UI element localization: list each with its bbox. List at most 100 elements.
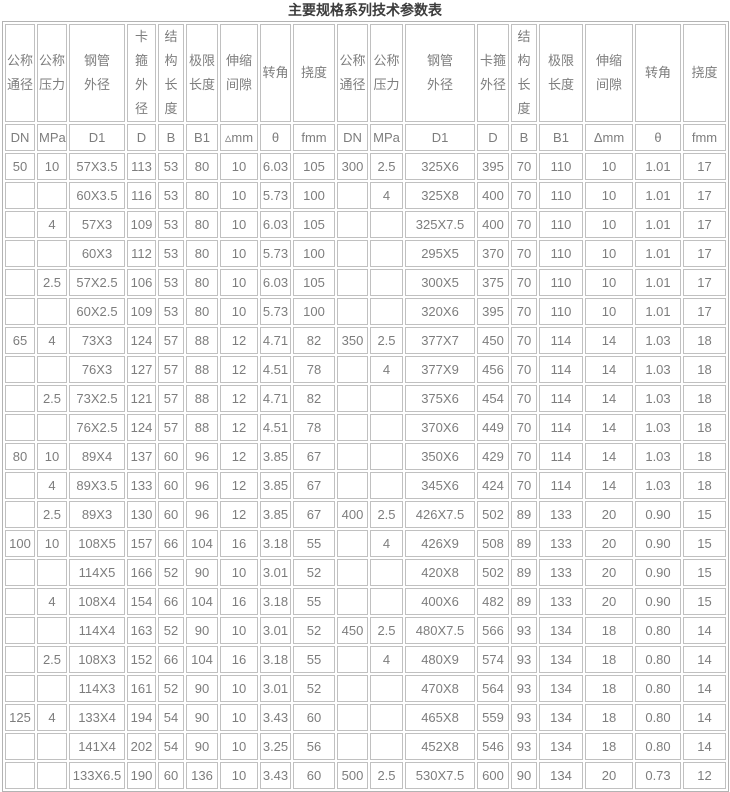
- table-cell: 3.85: [260, 443, 291, 470]
- table-cell: 400: [477, 182, 509, 209]
- table-cell: 104: [186, 646, 218, 673]
- table-cell: 4: [370, 646, 403, 673]
- table-cell: 127: [127, 356, 156, 383]
- table-cell: 2.5: [370, 762, 403, 789]
- table-cell: [370, 298, 403, 325]
- table-row: 4 57X3 109 53 80 10 6.03 105 325X7.5 400 70 110 10 1.…: [5, 211, 726, 238]
- table-cell: [337, 385, 368, 412]
- page-title: 主要规格系列技术参数表: [288, 2, 442, 18]
- table-row: 60X3 112 53 80 10 5.73 100 295X5 370 70 110 10 1.01 1…: [5, 240, 726, 267]
- table-cell: 110: [539, 211, 583, 238]
- table-cell: 88: [186, 327, 218, 354]
- table-cell: 70: [511, 472, 537, 499]
- table-cell: 53: [158, 211, 184, 238]
- table-cell: 82: [293, 385, 335, 412]
- table-row: 100 10 108X5 157 66 104 16 3.18 55 4 426X9 508 89 133…: [5, 530, 726, 557]
- table-cell: 96: [186, 501, 218, 528]
- table-cell: 456: [477, 356, 509, 383]
- table-cell: 12: [220, 414, 258, 441]
- table-cell: [37, 298, 67, 325]
- table-cell: 10: [220, 298, 258, 325]
- column-header-label: 极限 长度: [186, 24, 218, 122]
- table-cell: 12: [220, 327, 258, 354]
- table-cell: 73X2.5: [69, 385, 125, 412]
- table-cell: [337, 211, 368, 238]
- table-cell: 57: [158, 414, 184, 441]
- table-cell: 80: [5, 443, 35, 470]
- table-cell: 470X8: [405, 675, 475, 702]
- table-cell: 18: [585, 675, 633, 702]
- table-cell: 325X8: [405, 182, 475, 209]
- table-cell: 17: [683, 182, 726, 209]
- table-cell: 88: [186, 356, 218, 383]
- table-cell: 1.01: [635, 182, 681, 209]
- table-cell: 93: [511, 617, 537, 644]
- table-cell: 108X4: [69, 588, 125, 615]
- table-cell: 345X6: [405, 472, 475, 499]
- table-cell: 82: [293, 327, 335, 354]
- column-header-label: 伸缩 间隙: [220, 24, 258, 122]
- table-cell: 18: [683, 472, 726, 499]
- table-cell: 166: [127, 559, 156, 586]
- table-cell: [37, 182, 67, 209]
- table-cell: 76X3: [69, 356, 125, 383]
- table-cell: 134: [539, 675, 583, 702]
- table-cell: 4: [37, 704, 67, 731]
- table-cell: [37, 414, 67, 441]
- table-cell: [5, 617, 35, 644]
- table-cell: [370, 472, 403, 499]
- header-row-labels: 公称 通径 公称 压力 钢管 外径 卡箍 外径 结构 长度 极限 长度 伸缩 间隙 转角 挠度公…: [5, 24, 726, 122]
- table-row: 114X4 163 52 90 10 3.01 52 450 2.5 480X7.5 566 93 13…: [5, 617, 726, 644]
- column-header-label: 极限 长度: [539, 24, 583, 122]
- table-cell: 133: [539, 501, 583, 528]
- column-header-unit: MPa: [370, 124, 403, 151]
- table-cell: [337, 733, 368, 760]
- table-cell: 10: [220, 211, 258, 238]
- table-cell: 4: [37, 327, 67, 354]
- table-cell: 89X4: [69, 443, 125, 470]
- column-header-unit: B: [158, 124, 184, 151]
- table-cell: 530X7.5: [405, 762, 475, 789]
- table-cell: 100: [293, 298, 335, 325]
- table-cell: 508: [477, 530, 509, 557]
- table-cell: 133: [539, 530, 583, 557]
- column-header-unit: DN: [337, 124, 368, 151]
- table-cell: [5, 733, 35, 760]
- table-cell: 395: [477, 153, 509, 180]
- table-cell: [37, 617, 67, 644]
- table-cell: 110: [539, 269, 583, 296]
- table-cell: [337, 356, 368, 383]
- table-cell: 4: [370, 182, 403, 209]
- table-cell: 480X7.5: [405, 617, 475, 644]
- table-cell: 0.80: [635, 617, 681, 644]
- table-cell: 12: [220, 385, 258, 412]
- table-cell: 0.90: [635, 559, 681, 586]
- table-cell: 10: [585, 269, 633, 296]
- table-cell: 18: [585, 704, 633, 731]
- table-cell: 14: [683, 646, 726, 673]
- table-cell: 116: [127, 182, 156, 209]
- table-cell: 14: [683, 733, 726, 760]
- table-cell: 4.71: [260, 327, 291, 354]
- table-cell: 56: [293, 733, 335, 760]
- table-cell: [370, 559, 403, 586]
- table-cell: 4.71: [260, 385, 291, 412]
- table-cell: [337, 298, 368, 325]
- table-cell: 133X6.5: [69, 762, 125, 789]
- table-cell: 105: [293, 153, 335, 180]
- table-cell: 134: [539, 617, 583, 644]
- table-cell: 10: [220, 153, 258, 180]
- table-cell: 5.73: [260, 182, 291, 209]
- table-cell: 66: [158, 646, 184, 673]
- table-cell: 202: [127, 733, 156, 760]
- table-cell: 3.43: [260, 704, 291, 731]
- table-cell: 14: [683, 704, 726, 731]
- table-cell: 482: [477, 588, 509, 615]
- column-header-unit: D1: [69, 124, 125, 151]
- table-cell: 300X5: [405, 269, 475, 296]
- table-cell: 295X5: [405, 240, 475, 267]
- table-cell: 109: [127, 211, 156, 238]
- column-header-unit: fmm: [683, 124, 726, 151]
- table-cell: 15: [683, 559, 726, 586]
